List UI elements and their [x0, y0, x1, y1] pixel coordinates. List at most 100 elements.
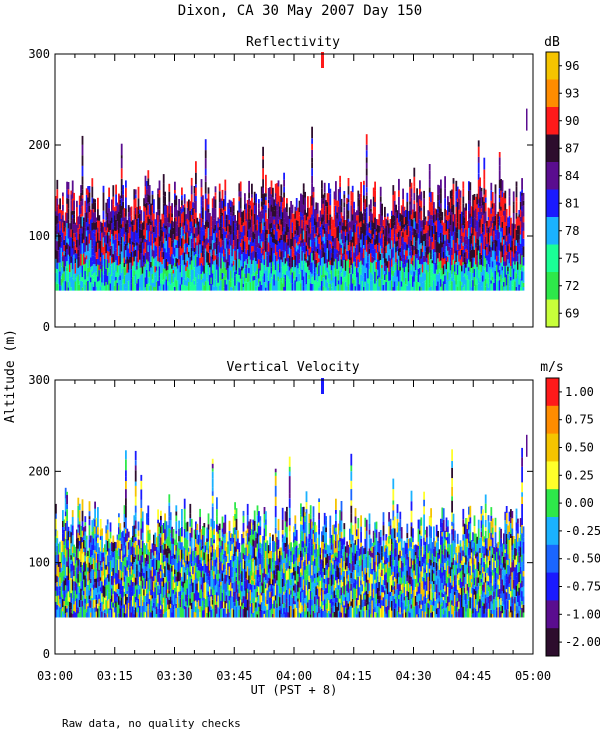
data-column-cell: [262, 248, 264, 256]
data-column-cell: [232, 231, 235, 240]
data-column-cell: [412, 244, 414, 256]
data-column-cell: [496, 230, 498, 241]
data-column-cell: [178, 216, 180, 228]
data-column-cell: [328, 183, 330, 194]
data-column-cell: [479, 206, 481, 215]
data-column-cell: [402, 199, 404, 207]
data-column-cell: [127, 593, 130, 603]
data-column-cell: [130, 554, 133, 563]
data-column-cell: [77, 590, 80, 598]
data-column-cell: [367, 223, 369, 236]
data-column-cell: [91, 186, 94, 198]
data-column-cell: [501, 270, 504, 279]
data-column-cell: [440, 229, 442, 233]
data-column-cell: [346, 271, 348, 279]
data-column-cell: [239, 231, 242, 238]
data-column-cell: [420, 287, 423, 291]
data-column-cell: [92, 232, 95, 241]
data-column-cell: [162, 231, 165, 244]
data-column-cell: [522, 257, 525, 266]
data-column-cell: [475, 243, 477, 248]
data-column-cell: [200, 210, 203, 219]
data-column-cell: [437, 258, 439, 266]
data-column-cell: [71, 257, 74, 270]
data-column-cell: [87, 606, 89, 618]
data-column-cell: [113, 591, 116, 603]
data-column-cell: [195, 250, 197, 255]
data-column-cell: [141, 253, 144, 260]
data-column-cell: [102, 219, 105, 227]
data-column-cell: [332, 241, 334, 246]
data-column-cell: [456, 213, 459, 223]
data-column-cell: [270, 228, 273, 232]
data-column-cell: [230, 215, 232, 226]
data-column-cell: [113, 230, 116, 240]
data-column-cell: [490, 283, 493, 291]
data-column-cell: [165, 279, 168, 291]
data-column-cell: [239, 278, 242, 291]
data-column-cell: [368, 232, 371, 238]
data-column-cell: [211, 207, 214, 217]
data-column-cell: [507, 217, 509, 223]
data-column-cell: [133, 189, 136, 200]
data-column-cell: [92, 212, 95, 222]
data-column-cell: [134, 189, 137, 195]
data-column-cell: [456, 186, 459, 199]
data-column-cell: [455, 206, 458, 219]
data-column-cell: [465, 214, 467, 222]
data-column-cell: [280, 234, 283, 240]
data-column-cell: [88, 202, 91, 206]
data-column-cell: [354, 258, 357, 263]
data-column-cell: [384, 262, 386, 272]
data-column-cell: [64, 266, 67, 272]
data-column-cell: [223, 199, 225, 210]
data-column-cell: [214, 230, 217, 242]
data-column-cell: [500, 206, 502, 211]
data-column-cell: [71, 510, 74, 517]
data-column-cell: [83, 222, 85, 228]
data-column-cell: [486, 283, 488, 291]
data-column-cell: [302, 264, 305, 277]
data-column-cell: [423, 217, 425, 222]
data-column-cell: [69, 223, 71, 232]
data-column-cell: [297, 223, 299, 235]
data-column-cell: [500, 251, 502, 263]
data-column-cell: [392, 185, 395, 195]
data-column-cell: [132, 235, 134, 242]
data-column-cell: [129, 549, 131, 561]
data-column-cell: [410, 231, 413, 241]
data-column-cell: [518, 245, 521, 254]
data-column-cell: [437, 226, 439, 236]
data-column-cell: [174, 239, 176, 248]
data-column-cell: [326, 202, 329, 207]
data-column-cell: [367, 262, 369, 268]
data-column-cell: [134, 607, 137, 618]
data-column-cell: [69, 277, 71, 282]
data-column-cell: [463, 220, 466, 224]
data-column-cell: [241, 279, 243, 291]
data-column-cell: [473, 194, 476, 200]
data-column-cell: [59, 252, 61, 263]
data-column-cell: [399, 276, 402, 284]
data-column-cell: [77, 582, 80, 587]
data-column-cell: [92, 569, 95, 577]
data-column-cell: [375, 243, 378, 253]
data-column-cell: [294, 206, 297, 212]
data-column-cell: [283, 186, 285, 193]
data-column-cell: [350, 285, 353, 291]
data-column-cell: [77, 532, 80, 538]
data-column-cell: [78, 559, 81, 572]
data-column-cell: [454, 275, 456, 281]
data-column-cell: [216, 237, 218, 244]
data-column-cell: [119, 569, 122, 580]
data-column-cell: [174, 277, 176, 287]
data-column-cell: [312, 275, 315, 284]
data-column-cell: [358, 199, 361, 212]
data-column-cell: [413, 176, 416, 187]
data-column-cell: [88, 501, 91, 512]
data-column-cell: [218, 285, 221, 291]
data-column-cell: [172, 234, 175, 243]
data-column-cell: [510, 235, 512, 248]
data-column-cell: [321, 229, 323, 242]
data-column-cell: [286, 271, 288, 275]
